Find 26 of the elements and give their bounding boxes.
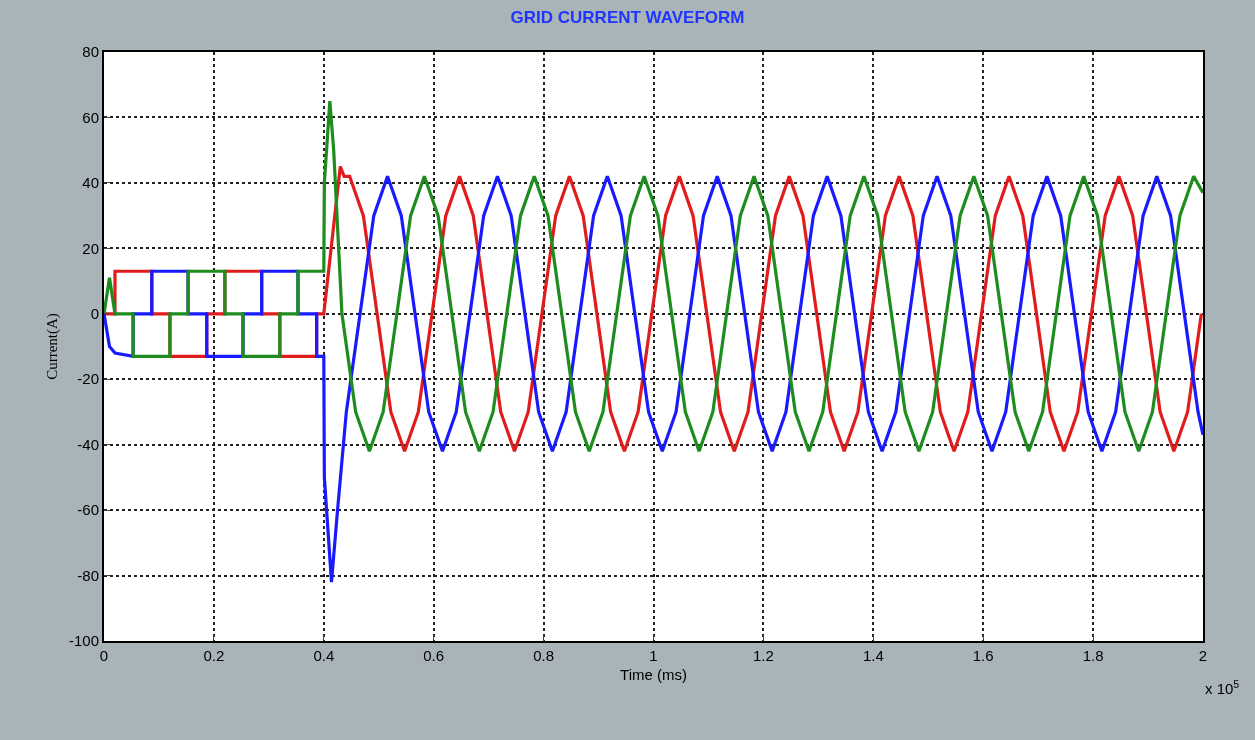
y-tick-label: -100	[68, 632, 99, 650]
line-series	[104, 99, 1203, 453]
x-tick-label: 1.4	[862, 647, 884, 664]
y-tick-label: 80	[82, 43, 99, 61]
x-tick-label: 0.8	[533, 647, 555, 664]
y-tick-label: -60	[77, 501, 99, 519]
text: x 10$^{5}$	[1205, 678, 1240, 698]
y-tick-label: -40	[77, 435, 99, 453]
x-tick-label: 1	[649, 647, 658, 664]
x-tick-label: 1.8	[1082, 647, 1104, 664]
x-tick-label: 2	[1198, 647, 1208, 664]
y-tick-label: -20	[77, 370, 99, 388]
y-axis-title: Current(A)	[43, 313, 61, 380]
x-tick-label: 0.4	[313, 647, 335, 664]
chart-title: GRID CURRENT WAVEFORM	[510, 8, 745, 27]
line-series	[104, 174, 1203, 584]
y-tick-label: 40	[82, 174, 99, 192]
x-tick-label: 0.2	[203, 647, 225, 664]
x-tick-label: 0.6	[423, 647, 445, 664]
y-tick-label: 60	[82, 108, 99, 126]
y-tick-label: 0	[90, 305, 99, 323]
x-tick-label: 1.6	[972, 647, 994, 664]
x-tick-label: 1.2	[752, 647, 774, 664]
y-tick-label: 20	[82, 239, 99, 257]
x-axis-title: Time (ms)	[620, 665, 687, 683]
y-tick-label: -80	[77, 566, 99, 584]
